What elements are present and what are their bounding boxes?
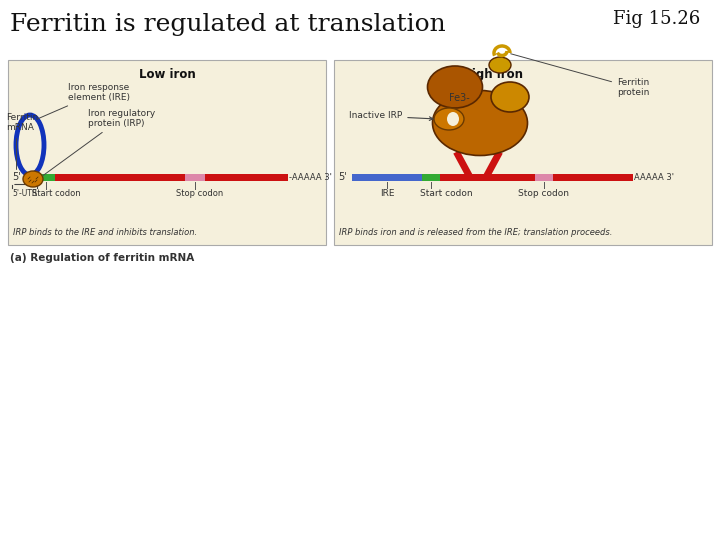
Text: Ferritin
mRNA: Ferritin mRNA	[6, 113, 38, 169]
Ellipse shape	[434, 108, 464, 130]
FancyBboxPatch shape	[352, 173, 422, 180]
FancyBboxPatch shape	[25, 173, 37, 180]
Text: Inactive IRP: Inactive IRP	[349, 111, 433, 120]
Text: Iron response
element (IRE): Iron response element (IRE)	[37, 83, 130, 119]
Text: Fe3-: Fe3-	[449, 93, 469, 103]
Text: Stop codon: Stop codon	[176, 190, 224, 199]
FancyBboxPatch shape	[440, 173, 535, 180]
Ellipse shape	[491, 82, 529, 112]
FancyBboxPatch shape	[553, 173, 633, 180]
FancyBboxPatch shape	[37, 173, 55, 180]
Ellipse shape	[428, 66, 482, 108]
FancyBboxPatch shape	[334, 60, 712, 245]
Text: 5': 5'	[12, 172, 21, 182]
Text: Fig 15.26: Fig 15.26	[613, 10, 700, 28]
Text: Start codon: Start codon	[420, 188, 472, 198]
Text: IRE: IRE	[379, 188, 395, 198]
FancyBboxPatch shape	[205, 173, 288, 180]
Text: Stop codon: Stop codon	[518, 188, 570, 198]
Text: IRP binds to the IRE and inhibits translation.: IRP binds to the IRE and inhibits transl…	[13, 228, 197, 237]
Text: IRP binds iron and is released from the IRE; translation proceeds.: IRP binds iron and is released from the …	[339, 228, 613, 237]
FancyBboxPatch shape	[422, 173, 440, 180]
FancyBboxPatch shape	[8, 60, 326, 245]
Text: Low iron: Low iron	[139, 68, 195, 81]
Ellipse shape	[447, 112, 459, 126]
Text: Start codon: Start codon	[32, 190, 81, 199]
Text: (a) Regulation of ferritin mRNA: (a) Regulation of ferritin mRNA	[10, 253, 194, 263]
Text: Ferritin is regulated at translation: Ferritin is regulated at translation	[10, 13, 446, 36]
Text: Ferritin
protein: Ferritin protein	[510, 54, 649, 97]
FancyBboxPatch shape	[55, 173, 215, 180]
Ellipse shape	[433, 91, 528, 156]
Text: 5': 5'	[338, 172, 347, 182]
Text: AAAAA 3': AAAAA 3'	[634, 172, 674, 181]
Text: Iron regulatory
protein (IRP): Iron regulatory protein (IRP)	[43, 109, 156, 176]
Text: High iron: High iron	[462, 68, 523, 81]
Text: -AAAAA 3': -AAAAA 3'	[289, 172, 332, 181]
Ellipse shape	[489, 57, 511, 73]
FancyBboxPatch shape	[535, 173, 553, 180]
Text: 5'-UTR: 5'-UTR	[12, 188, 37, 198]
Ellipse shape	[23, 171, 43, 187]
FancyBboxPatch shape	[185, 173, 205, 180]
